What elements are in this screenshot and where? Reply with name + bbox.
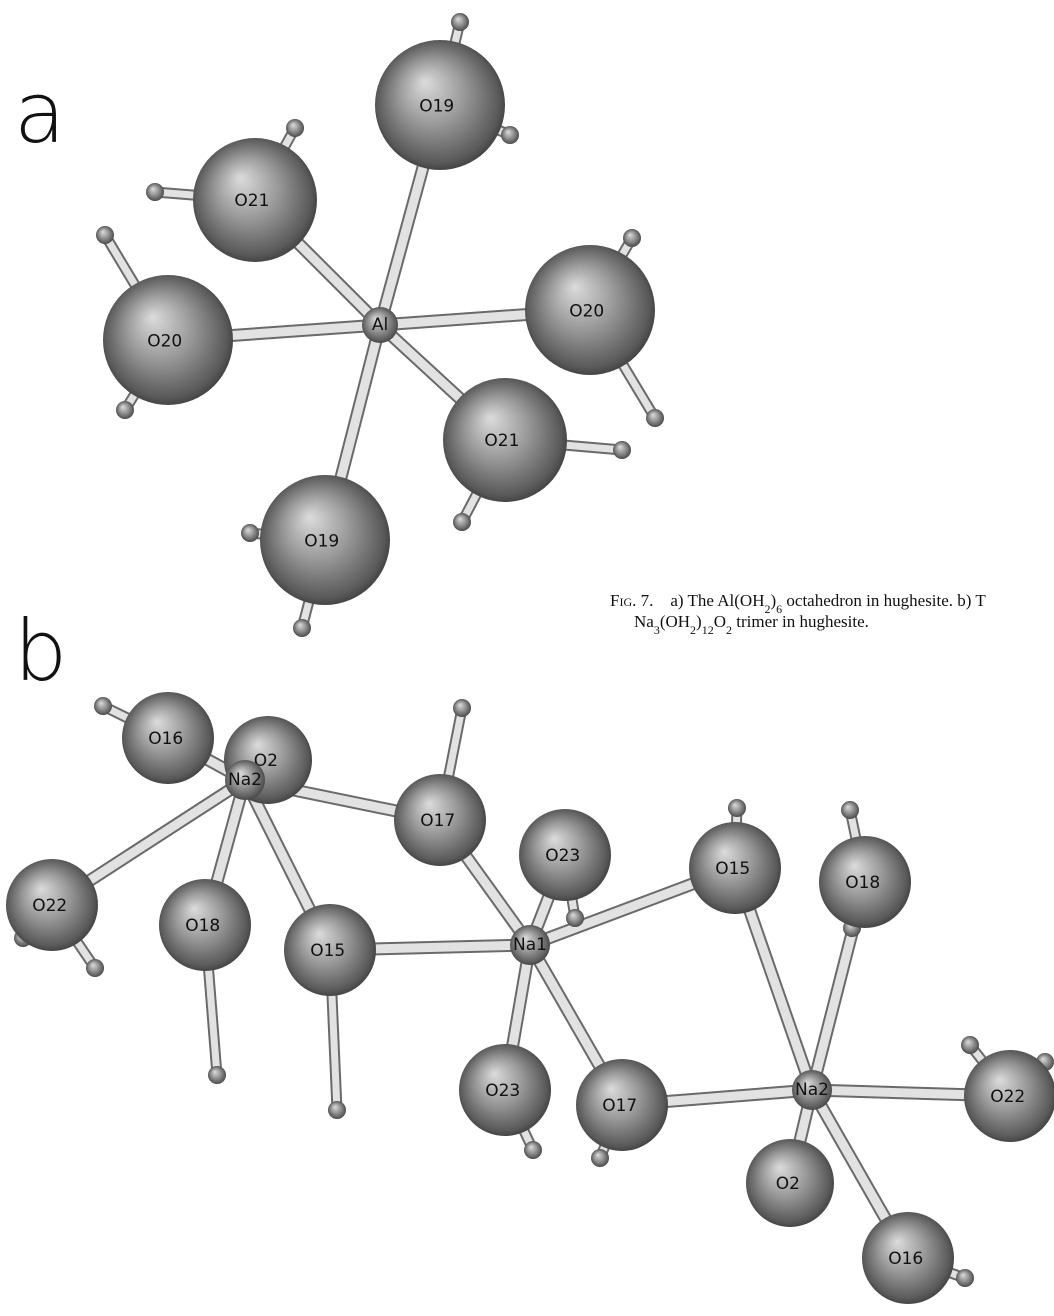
atom-label: O16 xyxy=(148,729,183,749)
atom-label: O19 xyxy=(419,96,454,116)
atom-label: O22 xyxy=(32,896,67,916)
hydrogen xyxy=(116,401,134,419)
caption-text: octahedron in hughesite. b) T xyxy=(782,591,986,610)
atom-label: O16 xyxy=(888,1249,923,1269)
hydrogen xyxy=(501,126,519,144)
hydrogen xyxy=(961,1036,979,1054)
figure: a b O19 O20 O20 O19 O21 O21 O16 O22 O17 O23 O18 O15… xyxy=(0,0,1054,1316)
caption-text: Na xyxy=(634,612,654,631)
atom-label: Na2 xyxy=(795,1080,829,1100)
hydrogen xyxy=(286,119,304,137)
hydrogen xyxy=(453,513,471,531)
hydrogen xyxy=(96,226,114,244)
hydrogen xyxy=(646,409,664,427)
hydrogen xyxy=(728,799,746,817)
atom-label: O18 xyxy=(185,916,220,936)
caption-text: (OH xyxy=(660,612,690,631)
hydrogen xyxy=(524,1141,542,1159)
atom-label: O19 xyxy=(304,531,339,551)
atom-label: O22 xyxy=(990,1087,1025,1107)
caption-text: a) The Al(OH xyxy=(653,591,764,610)
atom-label: O23 xyxy=(545,846,580,866)
hydrogen xyxy=(86,959,104,977)
atom-label: O15 xyxy=(715,859,750,879)
hydrogen xyxy=(453,699,471,717)
atom-label: O23 xyxy=(485,1081,520,1101)
atom-label: O2 xyxy=(776,1174,800,1194)
atom-label: O20 xyxy=(147,331,182,351)
atom-label: O20 xyxy=(569,301,604,321)
atom-label: O17 xyxy=(420,811,455,831)
hydrogen xyxy=(293,619,311,637)
hydrogen xyxy=(623,229,641,247)
hydrogen xyxy=(613,441,631,459)
caption-text: O xyxy=(714,612,726,631)
hydrogen xyxy=(956,1269,974,1287)
panel-label: a xyxy=(14,64,65,162)
panel-label: b xyxy=(14,602,67,700)
hydrogen xyxy=(841,801,859,819)
hydrogen xyxy=(451,13,469,31)
atom-label: Na2 xyxy=(228,770,262,790)
atom-label: O18 xyxy=(845,873,880,893)
hydrogen xyxy=(591,1149,609,1167)
caption-text: Fig. 7. xyxy=(610,591,653,610)
caption: Fig. 7. a) The Al(OH2)6 octahedron in hu… xyxy=(610,591,986,637)
caption-text: trimer in hughesite. xyxy=(732,612,869,631)
atom-label: O17 xyxy=(602,1096,637,1116)
atom-label: O21 xyxy=(484,431,519,451)
atom-label: Al xyxy=(372,315,388,335)
molecule-drawing: O19 O20 O20 O19 O21 O21 O16 O22 O17 O23 O18 O15 O15 O… xyxy=(6,13,1054,1304)
atom-label: Na1 xyxy=(513,935,547,955)
atom-label: O21 xyxy=(234,191,269,211)
hydrogen xyxy=(241,524,259,542)
atom-label: O15 xyxy=(310,941,345,961)
hydrogen xyxy=(208,1066,226,1084)
hydrogen xyxy=(94,697,112,715)
hydrogen xyxy=(328,1101,346,1119)
caption-line: Na3(OH2)12O2 trimer in hughesite. xyxy=(634,612,869,637)
hydrogen xyxy=(146,183,164,201)
hydrogen xyxy=(566,909,584,927)
subscript: 12 xyxy=(702,623,714,637)
